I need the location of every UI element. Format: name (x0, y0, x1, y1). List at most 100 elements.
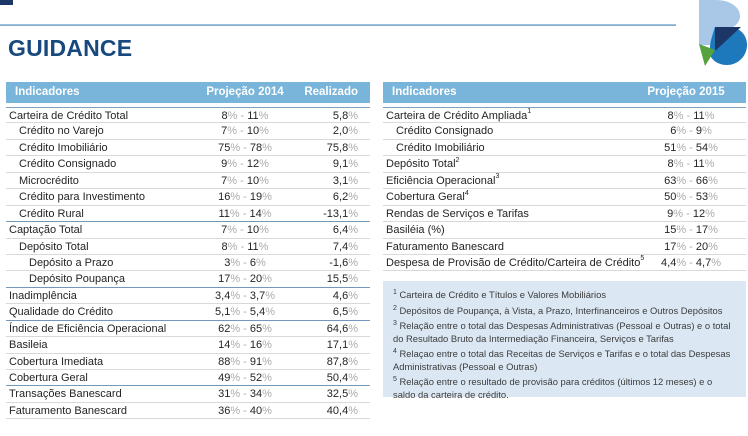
row-realized-value: 6,4% (332, 224, 358, 237)
header-cell-projection-2015: Projeção 2015 (647, 86, 725, 98)
footnote-item: 1 Carteira de Crédito e Títulos e Valore… (393, 289, 736, 301)
table-2015: Indicadores Projeção 2015 Carteira de Cr… (383, 82, 746, 272)
table-row: Depósito Total2 8% - 11% (383, 156, 746, 173)
row-label: Depósito Total (19, 240, 89, 253)
footnote-text: Relaçao entre o total das Receitas de Se… (393, 348, 731, 372)
row-projection-range: 62% - 65% (218, 322, 272, 335)
row-realized-value: 64,6% (326, 322, 358, 335)
row-projection-range: 9% - 12% (667, 207, 715, 220)
banestes-b-logo-icon (699, 0, 747, 66)
row-projection-range: 8% - 11% (221, 240, 269, 253)
table-row: Captação Total 7% - 10% 6,4% (6, 222, 370, 239)
row-realized-value: 6,2% (332, 191, 358, 204)
row-label: Crédito para Investimento (19, 191, 145, 204)
table-row: Basileia 14% - 16% 17,1% (6, 337, 370, 354)
footnote-item: 5 Relação entre o resultado de provisão … (393, 376, 736, 401)
row-realized-value: 32,5% (326, 388, 358, 401)
table-row: Crédito Imobiliário 51% - 54% (383, 140, 746, 157)
row-label: Cobertura Geral (9, 372, 88, 384)
row-realized-value: 3,1% (332, 174, 358, 187)
header-cell-indicators: Indicadores (392, 86, 457, 98)
row-label: Crédito Imobiliário (396, 141, 485, 154)
row-label: Qualidade do Crédito (9, 306, 113, 319)
table-row: Cobertura Geral4 50% - 53% (383, 189, 746, 206)
header-cell-realizado: Realizado (304, 86, 358, 98)
row-realized-value: 15,5% (326, 273, 358, 286)
header-cell-projection-2014: Projeção 2014 (206, 86, 284, 98)
row-projection-range: 63% - 66% (664, 174, 718, 187)
footnote-sup: 4 (393, 348, 397, 356)
table-row: Inadimplência 3,4% - 3,7% 4,6% (6, 288, 370, 305)
table-row: Depósito Total 8% - 11% 7,4% (6, 239, 370, 255)
row-label: Inadimplência (9, 289, 77, 302)
row-label: Microcrédito (19, 174, 79, 187)
row-label: Eficiência Operacional3 (386, 173, 500, 187)
row-projection-range: 14% - 16% (218, 339, 272, 352)
table-row: Depósito Poupança 17% - 20% 15,5% (6, 271, 370, 288)
row-projection-range: 8% - 11% (221, 110, 269, 122)
table-row: Basiléia (%) 15% - 17% (383, 222, 746, 239)
footnote-sup: 2 (393, 304, 397, 312)
table-row: Crédito Rural 11% - 14% -13,1% (6, 206, 370, 223)
table-row: Qualidade do Crédito 5,1% - 5,4% 6,5% (6, 304, 370, 321)
table-header-row: Indicadores Projeção 2015 (383, 82, 746, 103)
row-realized-value: 87,8% (326, 355, 358, 368)
row-realized-value: -1,6% (329, 256, 358, 269)
row-realized-value: 7,4% (332, 240, 358, 253)
row-projection-range: 11% - 14% (218, 207, 272, 220)
page-title: GUIDANCE (8, 35, 133, 61)
row-label: Faturamento Banescard (9, 404, 128, 417)
top-rule-divider (0, 24, 676, 26)
footnote-text: Carteira de Crédito e Títulos e Valores … (399, 289, 607, 300)
row-projection-range: 51% - 54% (664, 141, 718, 154)
table-row: Carteira de Crédito Total 8% - 11% 5,8% (6, 107, 370, 124)
table-row: Depósito a Prazo 3% - 6% -1,6% (6, 255, 370, 272)
row-label: Depósito a Prazo (29, 256, 114, 269)
row-projection-range: 3,4% - 3,7% (215, 289, 275, 302)
table-body: Carteira de Crédito Ampliada1 8% - 11% Cré… (383, 107, 746, 272)
row-label: Basileia (9, 339, 48, 352)
row-label: Crédito no Varejo (19, 125, 104, 138)
table-row: Cobertura Imediata 88% - 91% 87,8% (6, 354, 370, 370)
row-projection-range: 7% - 10% (221, 224, 269, 237)
table-row: Faturamento Banescard 17% - 20% (383, 239, 746, 255)
table-row: Crédito para Investimento 16% - 19% 6,2% (6, 189, 370, 206)
row-projection-range: 6% - 9% (670, 125, 712, 138)
footnote-sup: 3 (393, 320, 397, 328)
row-projection-range: 4,4% - 4,7% (661, 256, 721, 269)
row-projection-range: 75% - 78% (218, 141, 272, 154)
row-projection-range: 8% - 11% (667, 158, 715, 171)
row-realized-value: -13,1% (323, 207, 358, 220)
row-label: Rendas de Serviços e Tarifas (386, 207, 529, 220)
row-label: Faturamento Banescard (386, 240, 505, 253)
row-realized-value: 75,8% (326, 141, 358, 154)
row-realized-value: 6,5% (332, 306, 358, 319)
row-projection-range: 50% - 53% (664, 191, 718, 204)
table-header-row: Indicadores Projeção 2014 Realizado (6, 82, 370, 103)
footnote-text: Depósitos de Poupança, à Vista, a Prazo,… (399, 304, 723, 316)
table-row: Cobertura Geral 49% - 52% 50,4% (6, 370, 370, 387)
row-projection-range: 8% - 11% (667, 110, 715, 122)
row-label: Crédito Rural (19, 207, 84, 220)
table-row: Despesa de Provisão de Crédito/Carteira … (383, 255, 746, 272)
row-label: Carteira de Crédito Total (9, 110, 129, 122)
table-body: Carteira de Crédito Total 8% - 11% 5,8% Cré… (6, 107, 370, 420)
header-cell-indicators: Indicadores (15, 86, 80, 98)
footnote-text: Relação entre o resultado de provisão pa… (393, 376, 713, 400)
row-label: Despesa de Provisão de Crédito/Carteira … (386, 255, 645, 269)
row-realized-value: 17,1% (326, 339, 358, 352)
footnote-item: 3 Relação entre o total das Despesas Adm… (393, 320, 736, 345)
footnotes-box: 1 Carteira de Crédito e Títulos e Valore… (383, 281, 746, 400)
footnote-sup: 5 (393, 376, 397, 384)
row-projection-range: 88% - 91% (218, 355, 272, 368)
table-row: Carteira de Crédito Ampliada1 8% - 11% (383, 107, 746, 124)
row-label: Cobertura Imediata (9, 355, 104, 368)
row-label: Depósito Total2 (386, 156, 460, 171)
row-realized-value: 5,8% (332, 110, 358, 122)
row-label: Depósito Poupança (29, 273, 126, 286)
row-projection-range: 17% - 20% (664, 240, 718, 253)
table-row: Crédito Consignado 9% - 12% 9,1% (6, 156, 370, 173)
row-projection-range: 17% - 20% (218, 273, 272, 286)
row-label: Basiléia (%) (386, 224, 445, 237)
